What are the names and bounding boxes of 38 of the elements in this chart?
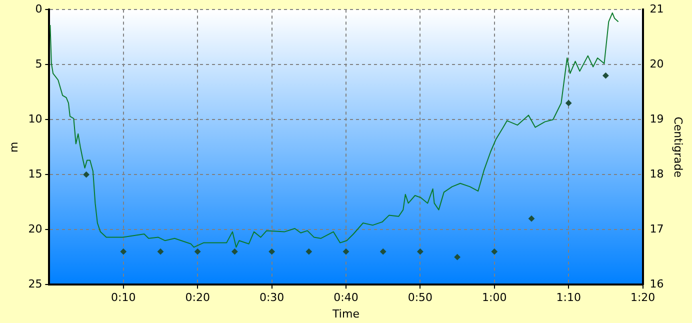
- y-tick-label: 10: [28, 112, 42, 126]
- point: [120, 248, 126, 255]
- y2-tick-label: 19: [650, 112, 664, 126]
- x-tick-label: 0:30: [259, 291, 284, 304]
- point: [83, 172, 90, 178]
- point: [306, 248, 312, 255]
- y-tick-label: 15: [28, 167, 42, 180]
- x-tick-label: 1:20: [630, 291, 656, 304]
- point: [380, 248, 386, 255]
- x-tick-label: 1:10: [556, 291, 581, 304]
- point: [454, 254, 460, 260]
- y2-tick-label: 20: [650, 57, 664, 70]
- y-tick-label: 25: [28, 277, 42, 290]
- x-tick-label: 0:40: [334, 291, 358, 304]
- y2-tick-label: 21: [650, 2, 664, 16]
- point: [232, 248, 238, 255]
- y-tick-label: 20: [28, 222, 42, 236]
- x-axis-title: Time: [332, 307, 360, 320]
- y-axis-title: m: [7, 142, 20, 152]
- x-tick-label: 0:50: [408, 291, 433, 304]
- point: [343, 248, 349, 255]
- point: [566, 100, 572, 106]
- x-tick-label: 0:10: [111, 291, 136, 304]
- y2-tick-label: 17: [650, 222, 664, 236]
- y-tick-label: 0: [35, 2, 42, 16]
- point: [268, 248, 275, 255]
- point: [417, 248, 424, 255]
- y2-tick-label: 18: [650, 167, 664, 180]
- point: [491, 248, 498, 255]
- point: [602, 72, 609, 79]
- x-tick-label: 1:00: [482, 291, 507, 304]
- y-tick-label: 5: [35, 57, 42, 70]
- point: [194, 248, 201, 255]
- point: [158, 248, 164, 255]
- x-tick-label: 0:20: [185, 291, 210, 304]
- point: [528, 216, 534, 222]
- y2-axis-title: Centigrade: [672, 116, 685, 178]
- y2-tick-label: 16: [650, 277, 664, 290]
